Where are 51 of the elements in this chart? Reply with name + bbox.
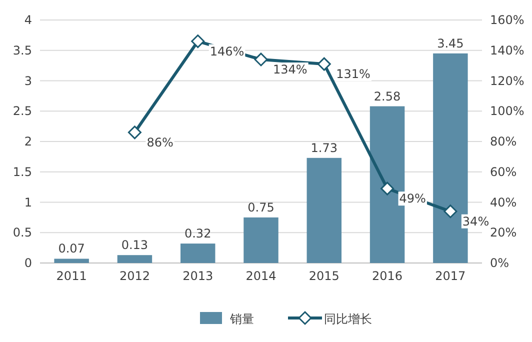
x-tick-label: 2013: [182, 269, 214, 283]
y2-tick-label: 0%: [490, 256, 510, 270]
y-tick-label: 4: [24, 13, 32, 27]
point: [254, 52, 268, 66]
data-label: 0.07: [58, 242, 85, 256]
y-tick-label: 3.5: [12, 43, 32, 58]
y2-tick-label: 140%: [490, 43, 524, 58]
x-tick-label: 2017: [435, 269, 466, 283]
data-label: 49%: [399, 192, 426, 206]
data-label: 0.75: [248, 200, 274, 214]
legend-label: 同比增长: [324, 312, 372, 326]
point: [128, 126, 142, 140]
x-tick-label: 2016: [372, 269, 403, 283]
y-tick-label: 0.5: [12, 226, 32, 240]
y2-tick-label: 120%: [490, 74, 524, 88]
y2-tick-label: 100%: [490, 104, 524, 118]
data-label: 0.13: [121, 238, 148, 252]
data-label: 3.45: [437, 36, 464, 50]
x-tick-label: 2014: [246, 269, 276, 283]
point: [444, 204, 458, 218]
y2-tick-label: 60%: [490, 164, 517, 179]
data-label: 131%: [336, 67, 370, 82]
y-tick-label: 2.5: [12, 104, 32, 118]
data-label: 86%: [146, 135, 174, 150]
y2-tick-label: 40%: [490, 195, 517, 210]
y-tick-label: 1.5: [12, 164, 32, 179]
legend-label: 销量: [229, 312, 254, 326]
data-label: 134%: [273, 62, 308, 76]
data-label: 1.73: [310, 140, 338, 155]
x-tick-label: 2012: [119, 269, 150, 283]
bar: [54, 258, 89, 263]
y-tick-label: 3: [24, 74, 32, 88]
y-tick-label: 0: [24, 256, 32, 270]
bar: [306, 158, 342, 263]
data-label: 2.58: [374, 89, 401, 104]
y-tick-label: 2: [24, 134, 32, 148]
point: [317, 57, 331, 71]
y-tick-label: 1: [24, 195, 32, 210]
data-label: 34%: [462, 214, 490, 228]
y2-tick-label: 80%: [490, 134, 517, 148]
point: [380, 182, 394, 196]
y2-tick-label: 20%: [490, 226, 517, 240]
x-tick-label: 2015: [308, 269, 340, 283]
data-label: 146%: [210, 44, 244, 58]
point: [191, 34, 205, 48]
bar: [117, 255, 152, 263]
bar: [244, 217, 278, 263]
bar: [180, 244, 216, 263]
y2-tick-label: 160%: [490, 13, 524, 27]
x-tick-label: 2011: [56, 269, 87, 283]
data-label: 0.32: [184, 226, 212, 241]
